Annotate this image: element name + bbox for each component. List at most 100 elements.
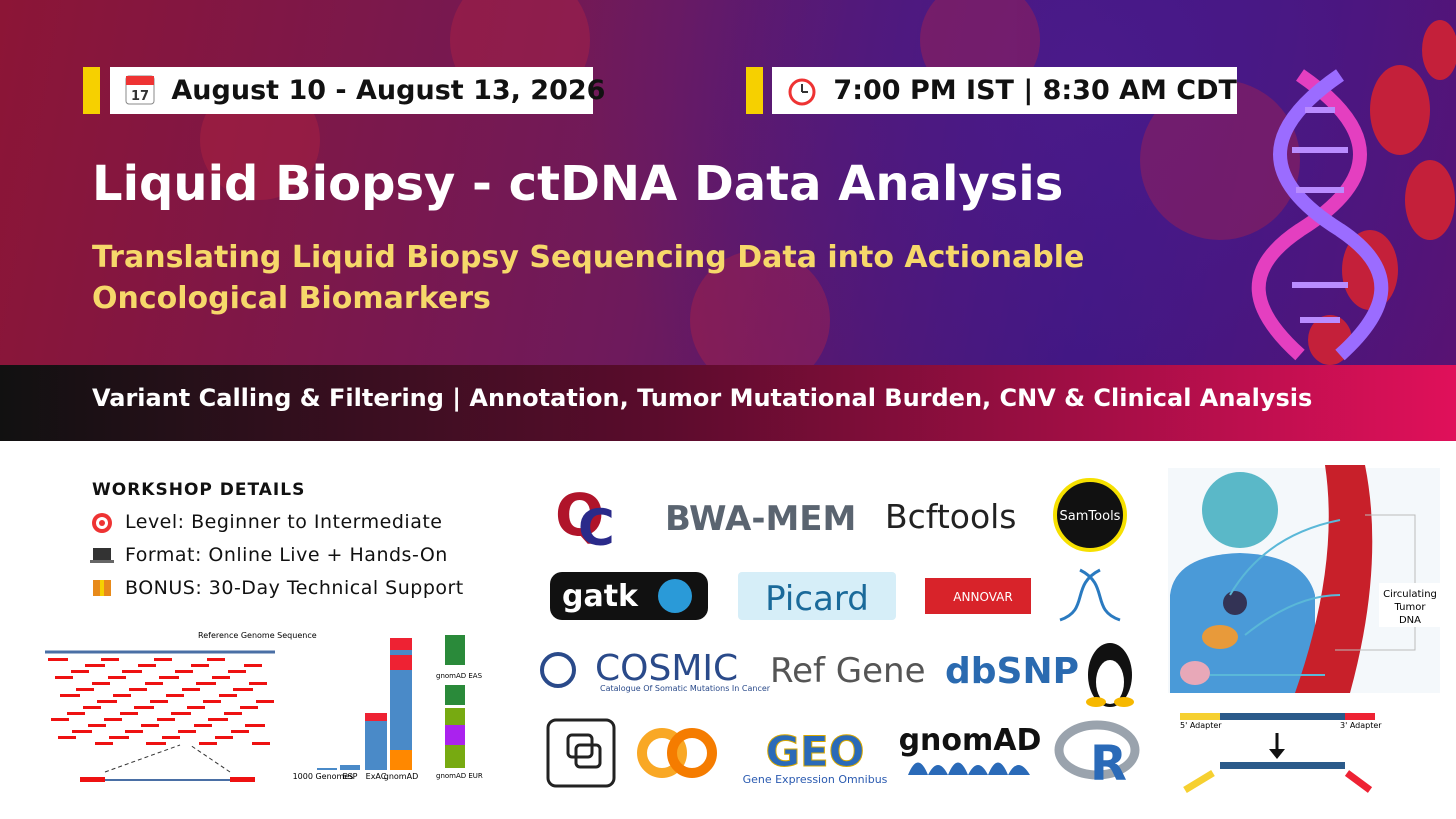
read <box>76 688 94 691</box>
read <box>252 742 270 745</box>
figure-label: gnomAD EAS <box>436 672 483 680</box>
read <box>182 688 200 691</box>
svg-text:C: C <box>578 499 615 557</box>
accent-bar <box>83 67 100 114</box>
read <box>231 730 249 733</box>
logo-caption: Catalogue Of Somatic Mutations In Cancer <box>600 684 771 693</box>
read <box>62 694 80 697</box>
read <box>173 712 191 715</box>
read <box>150 700 168 703</box>
title: Liquid Biopsy - ctDNA Data Analysis <box>92 156 1064 212</box>
read <box>108 676 126 679</box>
read <box>157 718 175 721</box>
read <box>58 736 76 739</box>
read <box>95 742 113 745</box>
read <box>187 706 205 709</box>
read <box>212 676 230 679</box>
logo: dbSNP <box>945 651 1079 692</box>
read <box>154 658 172 661</box>
read <box>74 730 92 733</box>
figures: Reference Genome Sequence 1000 Genomes E… <box>45 631 483 782</box>
read <box>55 676 73 679</box>
ctdna-illustration: Circulating Tumor DNA 5' Adapter 3' Adapte… <box>1168 465 1441 793</box>
read <box>191 664 209 667</box>
read <box>256 700 274 703</box>
figure-label: ESP <box>343 772 358 781</box>
detail-item: BONUS: 30-Day Technical Support <box>125 577 464 599</box>
figure-label: 3' Adapter <box>1340 721 1382 730</box>
read <box>228 670 246 673</box>
read <box>161 676 179 679</box>
read <box>219 694 237 697</box>
read <box>244 664 262 667</box>
read <box>198 682 216 685</box>
read <box>101 658 119 661</box>
topics-band <box>0 365 1456 441</box>
read <box>136 706 154 709</box>
read <box>88 724 106 727</box>
read <box>199 742 217 745</box>
figure-label: Reference Genome Sequence <box>198 631 317 640</box>
figure-label: 1000 Genomes <box>293 772 354 781</box>
logo: BWA-MEM <box>665 499 856 539</box>
read <box>124 670 142 673</box>
hero-background <box>0 0 1456 365</box>
logo: gnomAD <box>899 723 1042 758</box>
figure-label: 5' Adapter <box>1180 721 1222 730</box>
figure-label: gnomAD EUR <box>436 772 483 780</box>
read <box>203 700 221 703</box>
read <box>162 736 180 739</box>
logo: gatk <box>562 579 639 614</box>
read <box>145 682 163 685</box>
read <box>67 712 85 715</box>
read <box>194 724 212 727</box>
read <box>207 658 225 661</box>
read <box>247 724 265 727</box>
subtitle: Translating Liquid Biopsy Sequencing Dat… <box>92 240 1085 275</box>
svg-text:R: R <box>1090 736 1127 792</box>
logo: Picard <box>765 579 869 619</box>
read <box>99 700 117 703</box>
figure-label: ExAC <box>366 772 387 781</box>
read <box>125 730 143 733</box>
figure-label: Circulating Tumor DNA <box>1383 589 1437 626</box>
logo: Ref Gene <box>770 651 926 691</box>
read <box>51 718 69 721</box>
tool-logos: QC BWA-MEM Bcftools SamTools gatk Picard… <box>540 478 1140 792</box>
detail-item: Level: Beginner to Intermediate <box>125 511 443 533</box>
detail-item: Format: Online Live + Hands-On <box>125 544 448 566</box>
svg-text:17: 17 <box>131 89 149 104</box>
read <box>111 736 129 739</box>
read <box>50 658 68 661</box>
clock-icon <box>788 78 816 106</box>
read <box>138 664 156 667</box>
read <box>148 742 166 745</box>
logo: COSMIC <box>595 648 738 689</box>
read <box>83 706 101 709</box>
detail-icons <box>90 513 114 596</box>
accent-bar <box>746 67 763 114</box>
read <box>210 718 228 721</box>
read <box>240 706 258 709</box>
read <box>87 664 105 667</box>
read <box>120 712 138 715</box>
read <box>113 694 131 697</box>
read <box>129 688 147 691</box>
read <box>175 670 193 673</box>
logo: SamTools <box>1060 509 1121 524</box>
read <box>71 670 89 673</box>
read <box>178 730 196 733</box>
logo: GEO <box>766 727 865 776</box>
calendar-icon: 17 <box>125 75 155 105</box>
topics: Variant Calling & Filtering | Annotation… <box>92 384 1313 412</box>
time-box: 7:00 PM IST | 8:30 AM CDT <box>772 67 1237 114</box>
logo-caption: Gene Expression Omnibus <box>743 773 888 786</box>
logo: Bcftools <box>885 497 1017 536</box>
read <box>224 712 242 715</box>
figure-label: gnomAD <box>384 772 418 781</box>
read <box>215 736 233 739</box>
svg-text:Q: Q <box>555 481 604 549</box>
date: August 10 - August 13, 2026 <box>171 75 606 106</box>
subtitle: Oncological Biomarkers <box>92 281 491 316</box>
